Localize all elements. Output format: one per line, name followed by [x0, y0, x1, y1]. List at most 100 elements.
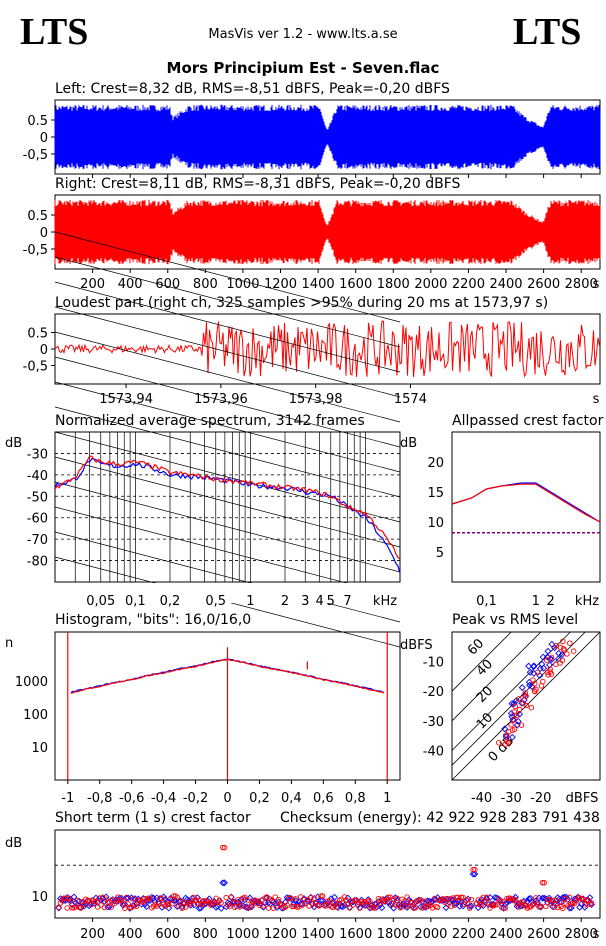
- spectrum-xtick-label: 0,2: [160, 594, 181, 609]
- peakrms-point-right: [564, 651, 570, 657]
- allpass-xtick-label: 0,1: [476, 594, 497, 609]
- crest-point-right: [225, 902, 231, 908]
- crest-point-right: [431, 896, 437, 902]
- peakrms-ytick-label: -20: [423, 685, 444, 700]
- crest-point-right: [407, 899, 414, 906]
- crest-point-right: [499, 904, 505, 911]
- spectrum-xtick-label: 0,05: [86, 594, 115, 609]
- left-panel-label: Left: Crest=8,32 dB, RMS=-8,51 dBFS, Pea…: [55, 81, 450, 97]
- logo-left: LTS: [20, 11, 89, 53]
- crest-point-left: [221, 879, 228, 887]
- crest-point-right: [326, 898, 333, 904]
- crest-point-right: [179, 905, 185, 911]
- peakrms-point-right: [516, 706, 523, 713]
- crest-point-right: [223, 894, 229, 901]
- crest-frame: [54, 829, 601, 919]
- spectrum-series-right: [54, 455, 401, 560]
- crest-point-right: [566, 894, 573, 901]
- allpass-ytick-label: 5: [436, 546, 444, 561]
- peakrms-point-left: [544, 647, 552, 655]
- peakrms-point-right: [547, 666, 553, 672]
- right-waveform-xtick-label: 2000: [414, 277, 447, 292]
- spectrum-slope-line: [54, 431, 401, 523]
- crest-point-right: [404, 894, 410, 900]
- checksum-label: Checksum (energy): 42 922 928 283 791 43…: [280, 810, 600, 826]
- peakrms-point-left: [507, 709, 515, 717]
- crest-point-right: [123, 894, 130, 901]
- spectrum-ylabel: dB: [5, 436, 22, 451]
- left-waveform-waveform-fill: [54, 104, 601, 170]
- crest-point-right: [284, 902, 290, 908]
- peakrms-point-right: [553, 661, 559, 668]
- crest-point-right: [187, 900, 194, 907]
- crest-point-right: [382, 898, 388, 904]
- crest-point-right: [275, 896, 282, 903]
- peakrms-diagonal-label: 40: [474, 657, 496, 679]
- crest-xtick-label: 200: [80, 927, 105, 942]
- crest-point-right: [74, 897, 81, 904]
- spectrum-ytick-label: -60: [27, 512, 48, 527]
- crest-point-right: [308, 895, 314, 901]
- right-waveform-xtick-label: 1600: [339, 277, 372, 292]
- peakrms-frame: [451, 631, 601, 781]
- crest-point-right: [64, 905, 70, 911]
- crest-point-right: [390, 896, 397, 902]
- peakrms-xtick-label: -40: [471, 791, 492, 806]
- right-waveform-xtick-label: 200: [80, 277, 105, 292]
- peakrms-diagonal-label: 0 dB: [486, 734, 518, 766]
- peakrms-point-right: [570, 648, 577, 654]
- crest-point-left: [466, 902, 474, 910]
- crest-point-right: [323, 903, 329, 909]
- crest-point-right: [62, 895, 69, 901]
- spectrum-ytick-label: -80: [27, 555, 48, 570]
- peakrms-point-right: [543, 657, 550, 663]
- peakrms-point-right: [561, 647, 568, 653]
- right-waveform-xtick-label: 2800: [565, 277, 598, 292]
- crest-point-right: [350, 902, 356, 908]
- crest-xtick-label: 600: [155, 927, 180, 942]
- histogram-xtick-label: 0: [223, 791, 231, 806]
- crest-point-right: [538, 903, 544, 909]
- peakrms-point-left: [518, 684, 526, 692]
- crest-point-left: [469, 870, 477, 878]
- spectrum-ytick-label: -70: [27, 533, 48, 548]
- crest-xtick-label: 1800: [377, 927, 410, 942]
- left-waveform-ytick-label: 0.5: [27, 114, 48, 129]
- crest-point-right: [532, 895, 539, 901]
- crest-point-right: [560, 905, 566, 912]
- histogram-xtick-label: -0,8: [87, 791, 112, 806]
- crest-point-right: [467, 905, 473, 911]
- right-waveform-xtick-label: 800: [193, 277, 218, 292]
- crest-point-right: [69, 905, 76, 911]
- right-waveform-xtick-label: 1800: [377, 277, 410, 292]
- spectrum-mask-right: [401, 422, 451, 592]
- peakrms-point-left: [555, 649, 563, 657]
- loudest-label: Loudest part (right ch, 325 samples >95%…: [55, 295, 549, 311]
- peakrms-point-left: [508, 733, 516, 741]
- crest-point-right: [514, 901, 520, 907]
- crest-point-right: [502, 905, 509, 911]
- spectrum-ytick-label: -40: [27, 469, 48, 484]
- right-waveform-xtick-label: 2200: [452, 277, 485, 292]
- right-waveform-xtick-label: 1000: [226, 277, 259, 292]
- peakrms-point-right: [520, 700, 526, 706]
- loudest-xtick-label: 1574: [394, 392, 427, 407]
- crest-point-right: [319, 893, 326, 899]
- histogram-xtick-label: 0,2: [249, 791, 270, 806]
- histogram-xtick-label: 0,4: [281, 791, 302, 806]
- right-waveform-xtick-label: 400: [118, 277, 143, 292]
- crest-point-right: [177, 899, 184, 905]
- crest-point-right: [221, 844, 228, 851]
- crest-point-left: [525, 895, 533, 903]
- crest-point-right: [130, 896, 136, 902]
- histogram-xtick-label: -0,2: [183, 791, 208, 806]
- histogram-xtick-label: 0,8: [345, 791, 366, 806]
- crest-point-left: [566, 904, 574, 912]
- crest-point-right: [436, 897, 443, 904]
- crest-xtick-label: 2600: [527, 927, 560, 942]
- crest-point-right: [191, 894, 197, 901]
- peakrms-point-left: [516, 710, 524, 718]
- crest-point-left: [171, 896, 179, 904]
- crest-point-right: [333, 904, 339, 910]
